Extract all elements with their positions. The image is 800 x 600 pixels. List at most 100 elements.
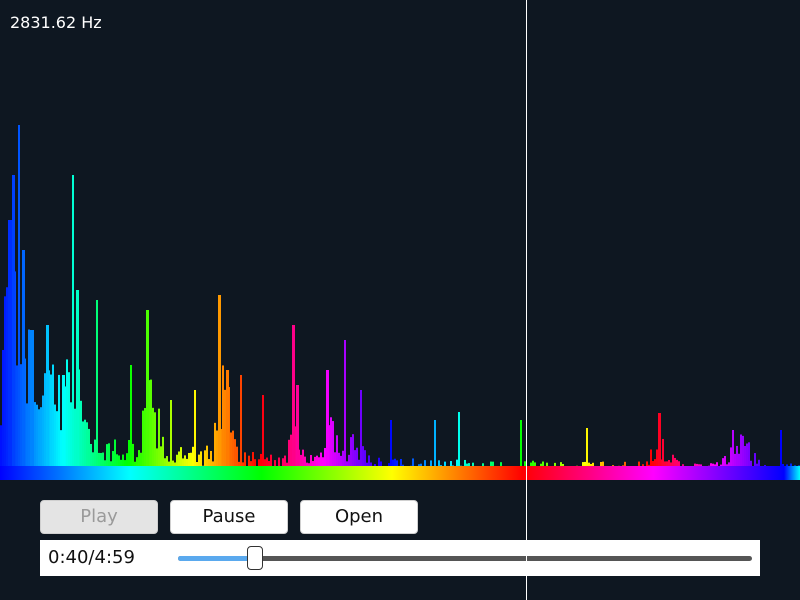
spectrum-peak: [22, 250, 25, 480]
spectrum-bar: [656, 449, 658, 480]
spectrum-bar: [290, 434, 292, 480]
spectrum-bar: [128, 439, 130, 480]
spectrum-peak: [296, 385, 299, 480]
spectrum-bar: [162, 436, 164, 480]
spectrum-bar: [204, 450, 206, 480]
spectrum-peak: [194, 390, 196, 480]
spectrum-bar: [352, 434, 354, 480]
frequency-readout: 2831.62 Hz: [10, 13, 102, 32]
playback-bar: 0:40/4:59: [40, 540, 760, 576]
spectrum-bar: [200, 451, 202, 480]
time-display: 0:40/4:59: [48, 547, 135, 568]
spectrum-bar: [58, 374, 60, 480]
spectrum-peak: [434, 420, 436, 480]
spectrum-bar: [224, 389, 226, 480]
spectrum-bar: [68, 372, 70, 480]
spectrum-bar: [52, 364, 54, 480]
spectrum-peak: [96, 300, 98, 480]
spectrum-peak: [130, 365, 132, 480]
spectrum-bar: [142, 410, 144, 480]
spectrum-bars: [0, 125, 800, 480]
spectrum-bar: [42, 395, 44, 480]
spectrum-peak: [226, 370, 229, 480]
spectrum-peak: [76, 290, 79, 480]
spectrum-bar: [28, 329, 30, 480]
spectrum-bar: [362, 446, 364, 480]
spectrum-bar: [66, 359, 68, 480]
spectrum-baseline-glow: [0, 466, 800, 480]
spectrum-bar: [158, 408, 160, 480]
spectrum-bar: [748, 442, 750, 480]
spectrum-peak: [30, 330, 34, 480]
spectrum-bar: [144, 408, 146, 480]
spectrum-bar: [324, 447, 326, 480]
spectrum-peak: [146, 310, 149, 480]
spectrum-bar: [44, 373, 46, 480]
spectrum-bar: [222, 365, 224, 480]
spectrum-bar: [114, 439, 116, 480]
spectrum-bar: [236, 446, 238, 480]
spectrum-bar: [662, 438, 664, 480]
spectrum-peak: [46, 325, 49, 480]
spectrum-bar: [84, 419, 86, 480]
spectrum-bar: [34, 402, 36, 480]
spectrum-bar: [36, 404, 38, 480]
open-button[interactable]: Open: [300, 500, 418, 534]
spectrum-bar: [106, 444, 108, 480]
spectrum-bar: [74, 408, 76, 480]
spectrum-bar: [350, 437, 352, 480]
spectrum-bar: [150, 379, 152, 480]
spectrum-bar: [740, 434, 742, 480]
spectrum-bar: [88, 428, 90, 480]
spectrum-bar: [56, 411, 58, 480]
pause-button[interactable]: Pause: [170, 500, 288, 534]
spectrum-peak: [586, 428, 588, 480]
spectrum-peak: [262, 395, 264, 480]
spectrum-bar: [736, 445, 738, 480]
spectrum-bar: [234, 439, 236, 480]
seek-slider-track[interactable]: [178, 556, 752, 561]
spectrum-bar: [216, 430, 218, 480]
spectrum-bar: [178, 451, 180, 480]
frequency-cursor-line: [526, 0, 527, 600]
spectrum-peak: [390, 420, 392, 480]
spectrum-peak: [18, 125, 20, 480]
spectrum-bar: [332, 421, 334, 480]
spectrum-bar: [138, 450, 140, 480]
spectrum-bar: [192, 446, 194, 480]
spectrum-bar: [744, 446, 746, 480]
spectrum-bar: [94, 439, 96, 480]
spectrum-peak: [12, 175, 15, 480]
play-button[interactable]: Play: [40, 500, 158, 534]
spectrum-bar: [54, 404, 56, 480]
seek-slider-progress: [178, 556, 255, 561]
spectrum-peak: [240, 375, 242, 480]
spectrum-bar: [26, 403, 28, 480]
spectrum-bar: [160, 446, 162, 480]
spectrum-bar: [302, 449, 304, 480]
spectrum-bar: [60, 430, 62, 480]
spectrum-bar: [154, 412, 156, 480]
spectrum-peak: [360, 390, 362, 480]
spectrum-bar: [82, 421, 84, 480]
seek-slider-thumb[interactable]: [247, 546, 263, 570]
spectrum-bar: [342, 450, 344, 480]
spectrum-peak: [218, 295, 221, 480]
spectrum-bar: [232, 430, 234, 480]
spectrum-bar: [230, 432, 232, 480]
spectrum-bar: [16, 365, 18, 480]
spectrum-bar: [108, 443, 110, 480]
spectrum-bar: [180, 447, 182, 480]
spectrum-bar: [330, 417, 332, 480]
spectrum-bar: [70, 402, 72, 480]
spectrum-bar: [210, 450, 212, 480]
spectrum-visualization[interactable]: [0, 0, 800, 480]
spectrum-bar: [90, 443, 92, 480]
spectrum-bar: [206, 445, 208, 480]
spectrum-bar: [50, 374, 52, 480]
spectrum-bar: [730, 447, 732, 480]
spectrum-peak: [292, 325, 295, 480]
spectrum-bar: [156, 448, 158, 480]
spectrum-bar: [0, 425, 2, 480]
